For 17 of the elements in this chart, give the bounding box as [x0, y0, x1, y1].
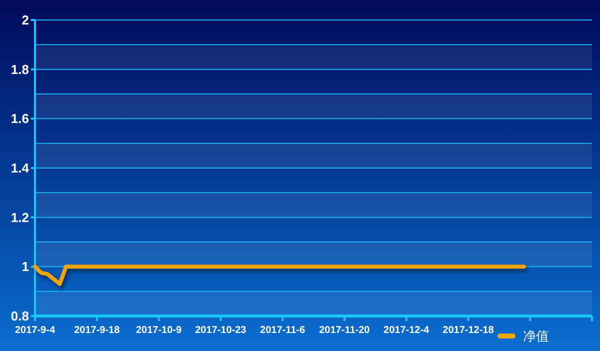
- x-tick-label: 2017-10-23: [195, 325, 247, 336]
- y-tick-label: 0.8: [10, 308, 29, 324]
- y-tick-label: 1: [22, 259, 29, 274]
- x-tick-label: 2017-11-20: [319, 325, 370, 336]
- x-tick-label: 2017-12-18: [442, 325, 494, 336]
- line-series: [33, 264, 526, 286]
- y-tick-label: 1.6: [10, 111, 29, 126]
- x-tick-label: 2017-12-4: [384, 325, 430, 336]
- x-tick-label: 2017-9-4: [14, 325, 56, 336]
- x-tick-label: 2017-9-18: [74, 325, 120, 336]
- x-tick-label: 2017-11-6: [260, 325, 306, 336]
- y-tick-label: 2: [22, 12, 29, 28]
- y-tick-label: 1.2: [10, 210, 29, 225]
- legend-label: 净值: [523, 330, 549, 345]
- x-tick-label: 2017-10-9: [136, 325, 182, 336]
- y-tick-label: 1.8: [10, 62, 29, 77]
- y-tick-label: 1.4: [10, 160, 30, 176]
